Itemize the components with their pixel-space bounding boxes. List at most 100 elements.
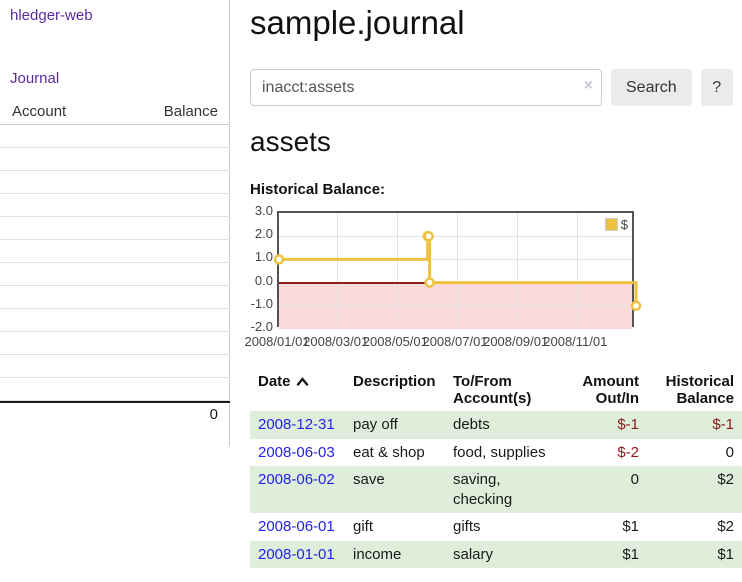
register-date-cell: 2008-12-31 xyxy=(250,411,345,439)
legend-label: $ xyxy=(620,217,628,232)
search-input[interactable] xyxy=(250,69,602,106)
accounts-table-header: Account Balance xyxy=(0,103,230,125)
register-amount-cell: $1 xyxy=(622,518,639,535)
sidebar: hledger-web Journal Account Balance 0 xyxy=(0,0,230,446)
register-row: 2008-06-03 eat & shop food, supplies $-2 0 xyxy=(250,439,742,467)
gridline-vertical xyxy=(456,213,458,325)
account-row xyxy=(0,355,230,378)
register-description-cell: income xyxy=(353,545,402,563)
account-row xyxy=(0,332,230,355)
y-axis-tick-label: 2.0 xyxy=(254,226,273,242)
gridline-vertical xyxy=(396,213,398,325)
register-amount-cell: 0 xyxy=(630,471,639,488)
gridline-vertical xyxy=(517,213,519,325)
register-date-cell: 2008-06-03 xyxy=(250,439,345,467)
gridline-vertical xyxy=(337,213,339,325)
column-header-description[interactable]: Description xyxy=(353,373,436,390)
account-row xyxy=(0,194,230,217)
register-accounts-cell: salary xyxy=(453,545,494,563)
x-axis-tick-label: 2008/07/01 xyxy=(422,334,488,349)
chart-title: Historical Balance: xyxy=(250,181,386,198)
x-axis-tick-label: 2008/01/01 xyxy=(244,334,310,349)
register-description-cell: save xyxy=(353,471,385,488)
account-row xyxy=(0,263,230,286)
account-row xyxy=(0,217,230,240)
x-axis-tick-label: 2008/03/01 xyxy=(303,334,369,349)
register-balance-cell: $2 xyxy=(717,471,734,488)
y-axis-tick-label: -1.0 xyxy=(250,295,273,311)
data-point-marker xyxy=(424,277,435,288)
register-balance-cell: $1 xyxy=(717,545,734,563)
data-point-marker xyxy=(273,254,285,265)
y-axis-tick-label: 1.0 xyxy=(254,249,273,265)
register-balance-cell: $2 xyxy=(717,518,734,535)
clear-search-icon[interactable]: × xyxy=(583,77,593,94)
accounts-table: Account Balance 0 xyxy=(0,103,230,423)
account-row xyxy=(0,171,230,194)
gridline-horizontal xyxy=(279,258,632,260)
column-header-historical-balance[interactable]: Historical Balance xyxy=(665,373,734,407)
account-row xyxy=(0,148,230,171)
register-balance-cell: 0 xyxy=(725,443,734,461)
register-table: Date Description To/From Account(s) Amount … xyxy=(250,371,742,568)
register-accounts-cell: food, supplies xyxy=(453,443,546,461)
register-date-cell: 2008-01-01 xyxy=(250,541,345,569)
register-date-link[interactable]: 2008-01-01 xyxy=(258,545,335,563)
register-accounts-cell: gifts xyxy=(453,518,481,535)
y-axis-tick-label: 0.0 xyxy=(254,272,273,288)
chart-legend: $ xyxy=(604,217,628,232)
data-point-marker xyxy=(423,230,434,242)
register-amount-cell: $-1 xyxy=(617,416,639,433)
account-row xyxy=(0,240,230,263)
column-header-amount-out-in[interactable]: Amount Out/In xyxy=(582,373,639,407)
register-amount-cell: $1 xyxy=(622,545,639,563)
column-header-date[interactable]: Date xyxy=(250,371,345,411)
register-date-link[interactable]: 2008-06-01 xyxy=(258,518,335,535)
gridline-horizontal xyxy=(279,235,632,237)
accounts-total-value: 0 xyxy=(209,406,218,423)
register-description-cell: pay off xyxy=(353,416,398,433)
brand-link[interactable]: hledger-web xyxy=(10,7,93,24)
column-header-to-from-account-s-[interactable]: To/From Account(s) xyxy=(453,373,532,407)
chart-plot-area: $ xyxy=(273,211,642,329)
data-point-marker xyxy=(630,300,642,312)
historical-balance-chart: $3.0 2.0 1.0 0.0 -1.0 -2.0 2008/01/01 2008/03/0… xyxy=(244,203,742,356)
accounts-header-account: Account xyxy=(12,103,67,120)
accounts-header-balance: Balance xyxy=(163,103,218,120)
account-row xyxy=(0,309,230,332)
sidebar-item-journal[interactable]: Journal xyxy=(10,70,60,87)
register-description-cell: gift xyxy=(353,518,374,535)
x-axis-tick-label: 2008/05/01 xyxy=(362,334,428,349)
page-title: sample.journal xyxy=(250,4,465,41)
register-accounts-cell: saving, checking xyxy=(453,471,513,508)
register-date-link[interactable]: 2008-06-02 xyxy=(258,471,335,488)
register-row: 2008-06-02 save saving, checking 0 $2 xyxy=(250,466,742,513)
search-button[interactable]: Search xyxy=(611,69,692,106)
account-row xyxy=(0,286,230,309)
register-balance-cell: $-1 xyxy=(712,416,734,433)
register-row: 2008-01-01 income salary $1 $1 xyxy=(250,540,742,569)
legend-swatch xyxy=(604,218,618,231)
account-heading: assets xyxy=(250,126,331,157)
balance-series-line xyxy=(273,230,642,312)
register-date-cell: 2008-06-02 xyxy=(250,466,345,513)
gridline-horizontal xyxy=(279,305,632,307)
search-form: × Search ? xyxy=(250,69,742,106)
main-content: sample.journal × Search ? assets Histori… xyxy=(244,0,742,568)
x-axis-tick-label: 2008/09/01 xyxy=(483,334,549,349)
search-box: × xyxy=(250,69,602,106)
gridline-vertical xyxy=(576,213,578,325)
y-axis-tick-label: -2.0 xyxy=(250,319,273,334)
register-date-link[interactable]: 2008-06-03 xyxy=(258,443,335,461)
sort-asc-icon xyxy=(296,373,309,390)
register-row: 2008-12-31 pay off debts $-1 $-1 xyxy=(250,411,742,439)
accounts-total-row: 0 xyxy=(0,401,230,423)
help-button[interactable]: ? xyxy=(700,69,733,106)
account-row xyxy=(0,378,230,401)
x-axis-tick-label: 2008/11/01 xyxy=(543,334,608,349)
y-axis-tick-label: 3.0 xyxy=(254,203,273,218)
account-row xyxy=(0,125,230,148)
register-date-link[interactable]: 2008-12-31 xyxy=(258,416,335,433)
register-date-cell: 2008-06-01 xyxy=(250,513,345,541)
register-row: 2008-06-01 gift gifts $1 $2 xyxy=(250,513,742,541)
